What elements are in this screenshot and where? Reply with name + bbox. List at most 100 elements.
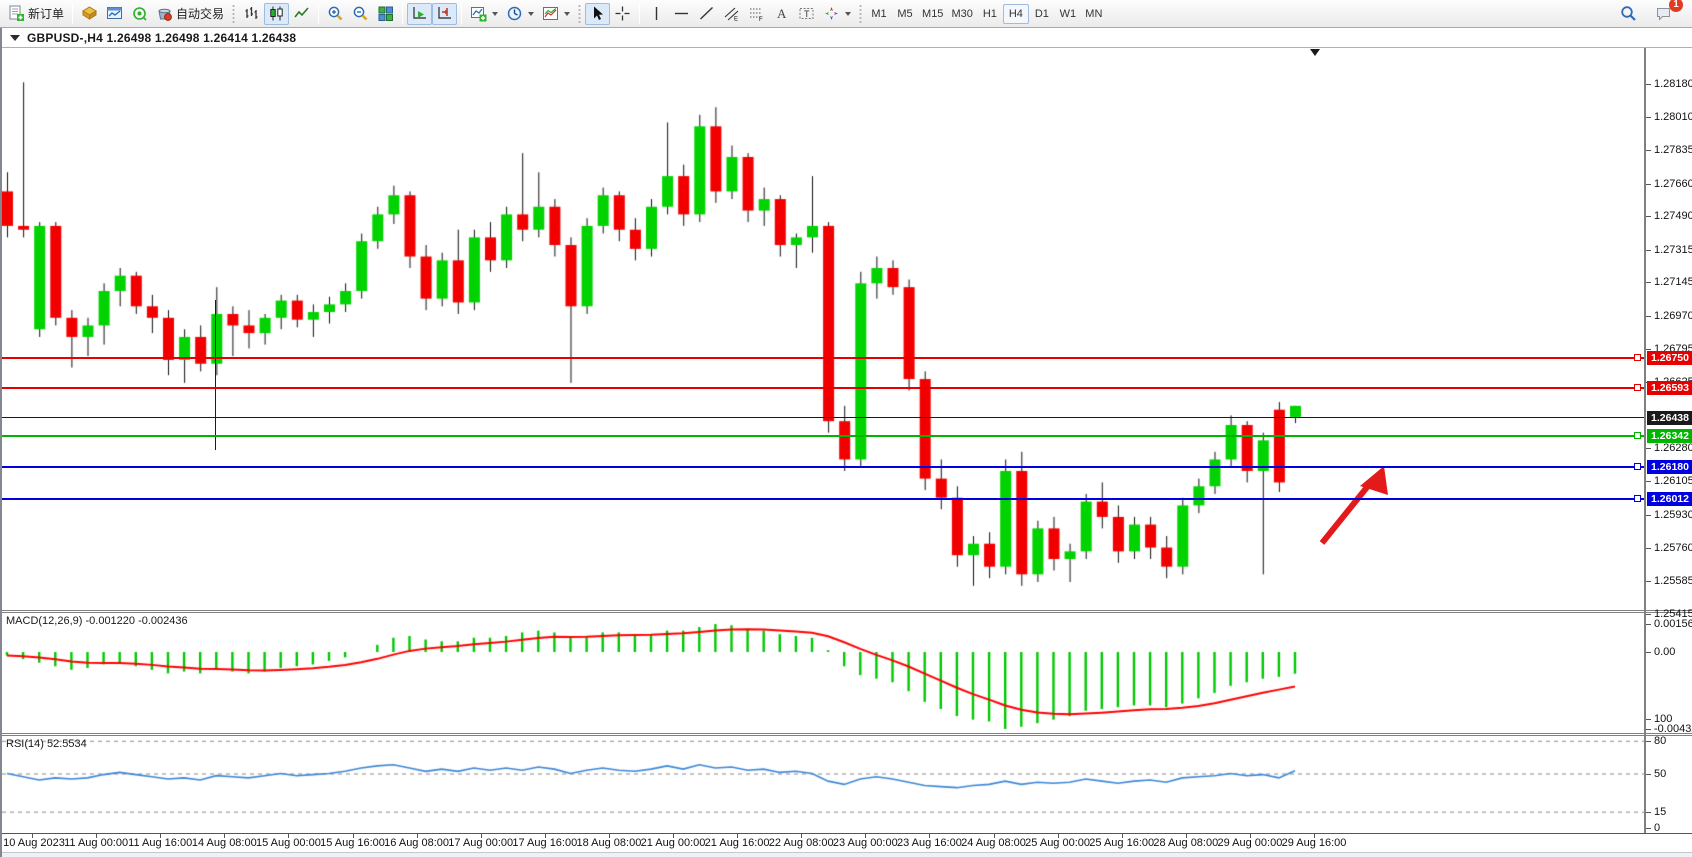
crosshair-icon	[614, 5, 631, 22]
timeframe-m1-button[interactable]: M1	[871, 7, 887, 20]
price-badge: 1.26593	[1647, 381, 1692, 396]
new-order-button[interactable]: 新订单	[4, 3, 68, 25]
line-chart-mode-button[interactable]	[289, 3, 314, 25]
line-chart-icon	[293, 5, 310, 22]
axis-tick	[1646, 728, 1651, 730]
svg-text:F: F	[759, 17, 763, 22]
time-axis-tick	[1185, 834, 1187, 838]
line-anchor-handle[interactable]	[1634, 354, 1641, 361]
support-line[interactable]	[2, 466, 1644, 469]
macd-pane[interactable]: MACD(12,26,9) -0.001220 -0.002436	[2, 613, 1644, 733]
data-window-button[interactable]	[102, 3, 127, 25]
candlestick-icon	[268, 5, 285, 22]
resistance-line[interactable]	[2, 357, 1644, 359]
toolbar-drag-handle[interactable]	[858, 3, 864, 24]
axis-tick-label: 100	[1654, 713, 1673, 725]
text-icon: A	[773, 5, 790, 22]
vertical-line-tool-button[interactable]	[644, 3, 669, 25]
tile-windows-button[interactable]	[373, 3, 398, 25]
pane-separator[interactable]	[2, 610, 1692, 613]
time-axis-tick	[1121, 834, 1123, 838]
zoom-out-button[interactable]	[348, 3, 373, 25]
one-click-trading-toggle-icon[interactable]	[10, 35, 20, 41]
chevron-down-icon[interactable]	[564, 11, 571, 16]
axis-tick	[1646, 150, 1651, 152]
axis-tick	[1646, 481, 1651, 483]
timeframe-m30-button[interactable]: M30	[951, 7, 973, 20]
price-badge: 1.26180	[1647, 460, 1692, 475]
time-axis[interactable]: 10 Aug 2023 11 Aug 00:00 11 Aug 16:00 14 Au…	[2, 833, 1692, 851]
toolbar-separator	[402, 3, 404, 24]
chevron-down-icon[interactable]	[492, 11, 499, 16]
toolbar-drag-handle[interactable]	[577, 3, 583, 24]
horizontal-line-tool-button[interactable]	[669, 3, 694, 25]
fibonacci-tool-button[interactable]: F	[744, 3, 769, 25]
chevron-down-icon[interactable]	[528, 11, 535, 16]
axis-border	[1644, 48, 1646, 833]
timeframe-w1-button[interactable]: W1	[1059, 7, 1077, 20]
templates-button[interactable]	[538, 3, 574, 25]
axis-tick-label: 1.28010	[1654, 110, 1692, 123]
trendline-tool-button[interactable]	[694, 3, 719, 25]
line-anchor-handle[interactable]	[1634, 432, 1641, 440]
timeframe-h1-button[interactable]: H1	[982, 7, 997, 20]
axis-tick	[1646, 547, 1651, 549]
rsi-pane[interactable]: RSI(14) 52.5534	[2, 736, 1644, 833]
axis-tick-label: 1.25585	[1654, 575, 1692, 588]
axis-tick	[1646, 613, 1651, 615]
axis-tick	[1646, 249, 1651, 251]
axis-tick	[1646, 282, 1651, 284]
trend-arrow-annotation[interactable]	[1310, 453, 1400, 548]
text-tool-button[interactable]: A	[769, 3, 794, 25]
vertical-line-object[interactable]	[215, 300, 216, 450]
price-badge: 1.26750	[1647, 351, 1692, 365]
line-anchor-handle[interactable]	[1634, 384, 1641, 392]
time-axis-tick	[96, 834, 98, 838]
equidistant-channel-tool-button[interactable]: E	[719, 3, 744, 25]
notification-icon	[1655, 5, 1672, 22]
notifications-button[interactable]: 1	[1651, 0, 1683, 25]
arrows-tool-button[interactable]	[819, 3, 855, 25]
support-line[interactable]	[2, 498, 1644, 501]
time-axis-tick	[608, 834, 610, 838]
zoom-in-button[interactable]	[323, 3, 348, 25]
time-axis-tick	[865, 834, 867, 838]
chart-shift-button[interactable]	[432, 2, 458, 25]
resistance-line[interactable]	[2, 387, 1644, 390]
timeframe-h4-button[interactable]: H4	[1002, 3, 1029, 24]
pane-separator[interactable]	[2, 733, 1692, 736]
crosshair-button[interactable]	[610, 3, 635, 25]
auto-scroll-button[interactable]	[407, 2, 433, 25]
support-line[interactable]	[2, 435, 1644, 438]
current-price-line[interactable]	[2, 417, 1644, 419]
market-watch-button[interactable]	[77, 3, 102, 25]
auto-trading-button[interactable]: 自动交易	[152, 3, 228, 25]
axis-tick-label: -0.004322	[1654, 722, 1692, 735]
candlestick-mode-button[interactable]	[264, 2, 290, 25]
toolbar-separator	[72, 3, 74, 24]
time-axis-label: 14 Aug 08:00	[191, 837, 257, 849]
price-chart-pane[interactable]	[2, 48, 1644, 610]
timeframe-m5-button[interactable]: M5	[897, 7, 913, 20]
toolbar-drag-handle[interactable]	[231, 3, 237, 24]
line-anchor-handle[interactable]	[1634, 495, 1641, 503]
search-button[interactable]	[1616, 3, 1641, 25]
timeframe-d1-button[interactable]: D1	[1034, 7, 1049, 20]
new-chart-button[interactable]	[466, 3, 502, 25]
text-label-icon: T	[798, 5, 815, 22]
text-label-tool-button[interactable]: T	[794, 3, 819, 25]
vertical-line-icon	[648, 5, 665, 22]
timeframe-m15-button[interactable]: M15	[922, 7, 944, 20]
time-axis-tick	[1314, 834, 1315, 838]
cursor-button[interactable]	[585, 2, 611, 25]
chart-shift-marker[interactable]	[1310, 49, 1320, 56]
chevron-down-icon[interactable]	[845, 11, 852, 16]
bar-chart-mode-button[interactable]	[239, 3, 264, 25]
line-anchor-handle[interactable]	[1634, 463, 1641, 471]
timeframe-mn-button[interactable]: MN	[1085, 7, 1103, 20]
profiles-button[interactable]	[502, 3, 538, 25]
axis-tick	[1646, 652, 1651, 653]
navigator-button[interactable]	[127, 3, 152, 25]
price-badge: 1.26012	[1647, 492, 1692, 507]
